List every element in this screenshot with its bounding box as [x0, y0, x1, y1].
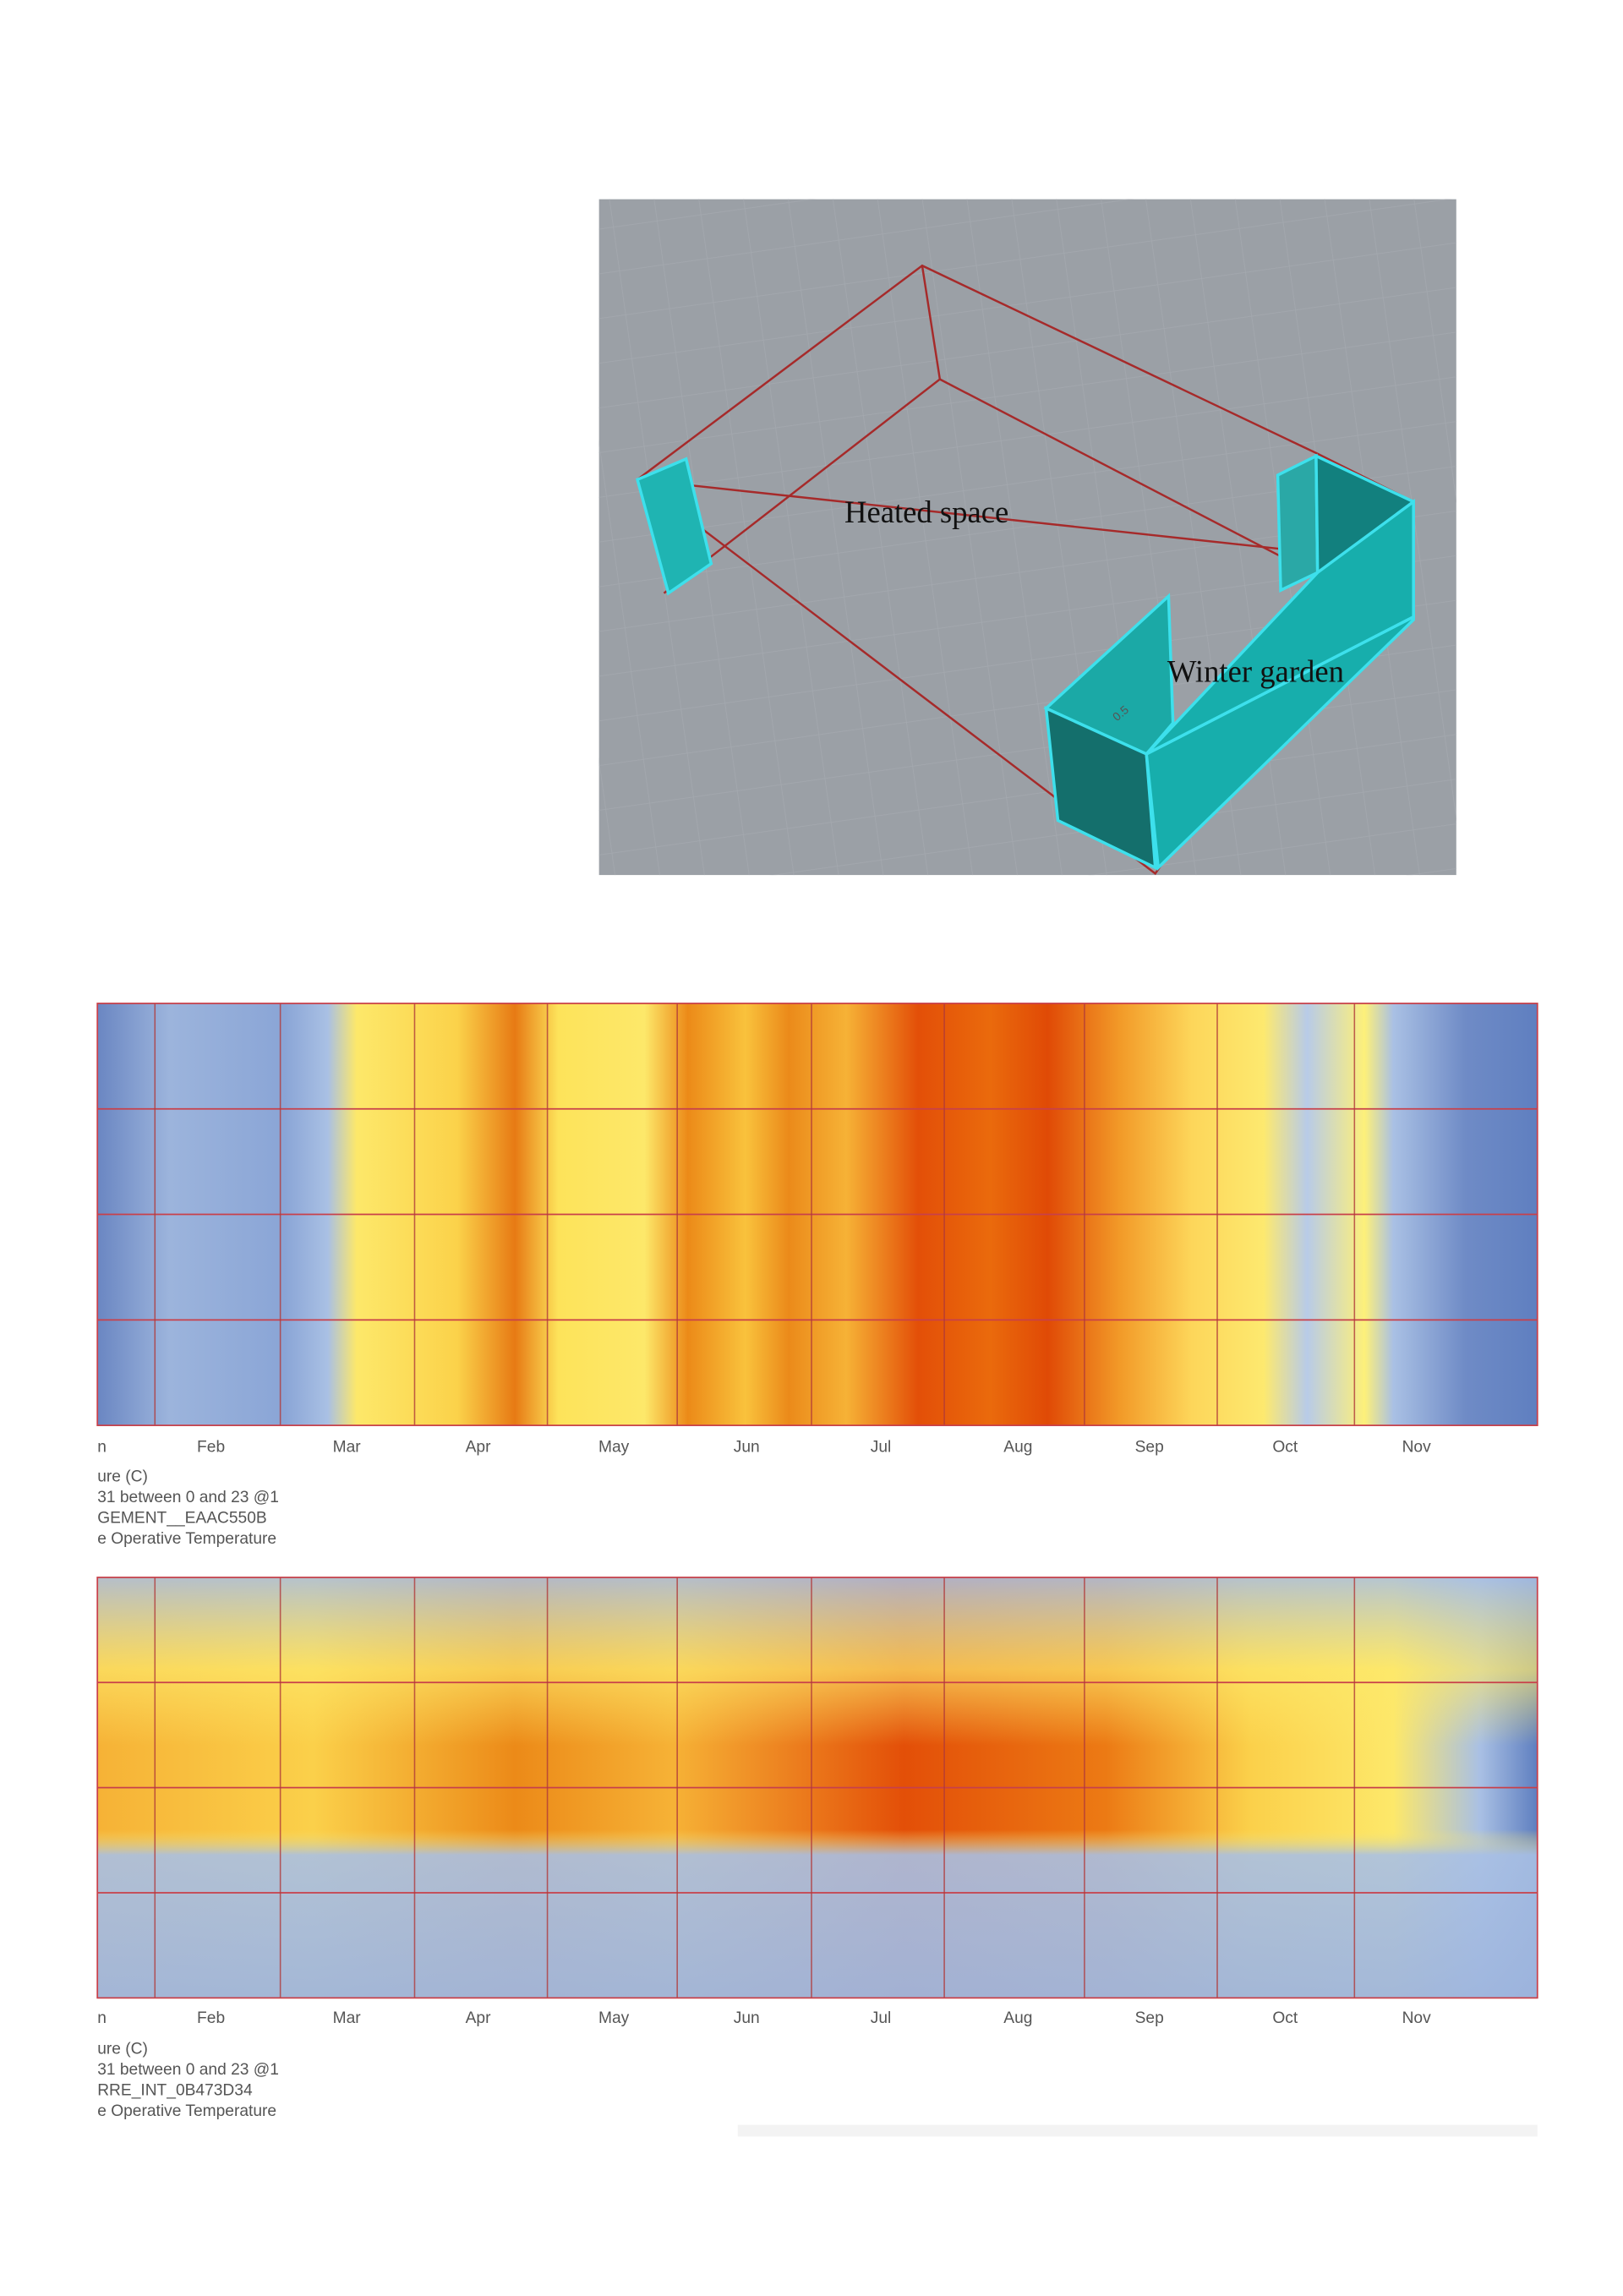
month-label: Oct	[1272, 2009, 1298, 2027]
caption-line: e Operative Temperature	[97, 1530, 276, 1548]
frame	[96, 1003, 1538, 1427]
month-label: Nov	[1402, 1439, 1432, 1457]
caption-line: e Operative Temperature	[97, 2102, 276, 2120]
month-label: Sep	[1135, 1439, 1164, 1457]
month-label: Sep	[1135, 2009, 1164, 2027]
month-label: Oct	[1272, 1439, 1298, 1457]
caption-line: 31 between 0 and 23 @1	[97, 2061, 279, 2079]
caption-line: 31 between 0 and 23 @1	[97, 1489, 279, 1506]
caption-line: ure (C)	[97, 2041, 148, 2058]
month-label: Apr	[466, 1439, 491, 1457]
month-label: Jun	[734, 2009, 760, 2027]
month-label: n	[97, 2009, 107, 2027]
frame	[96, 1577, 1538, 1999]
month-label: n	[97, 1439, 107, 1457]
caption-line: GEMENT__EAAC550B	[97, 1509, 267, 1527]
month-label: May	[598, 1439, 630, 1457]
month-label: Aug	[1003, 2009, 1032, 2027]
month-label: Nov	[1402, 2009, 1432, 2027]
label: Heated space	[844, 495, 1008, 529]
model-view: Heated space Winter garden 0.5	[598, 199, 1456, 876]
month-label: Apr	[466, 2009, 491, 2027]
label: Winter garden	[1167, 653, 1344, 688]
month-label: Jul	[871, 2009, 892, 2027]
caption-line: RRE_INT_0B473D34	[97, 2082, 253, 2100]
month-label: May	[598, 2009, 630, 2027]
month-label: Jun	[734, 1439, 760, 1457]
month-label: Aug	[1003, 1439, 1032, 1457]
month-label: Mar	[333, 2009, 362, 2027]
shadow	[737, 2124, 1538, 2137]
month-label: Mar	[333, 1439, 362, 1457]
caption-line: ure (C)	[97, 1468, 148, 1485]
month-label: Feb	[197, 2009, 225, 2027]
month-label: Jul	[871, 1439, 892, 1457]
month-label: Feb	[197, 1439, 225, 1457]
